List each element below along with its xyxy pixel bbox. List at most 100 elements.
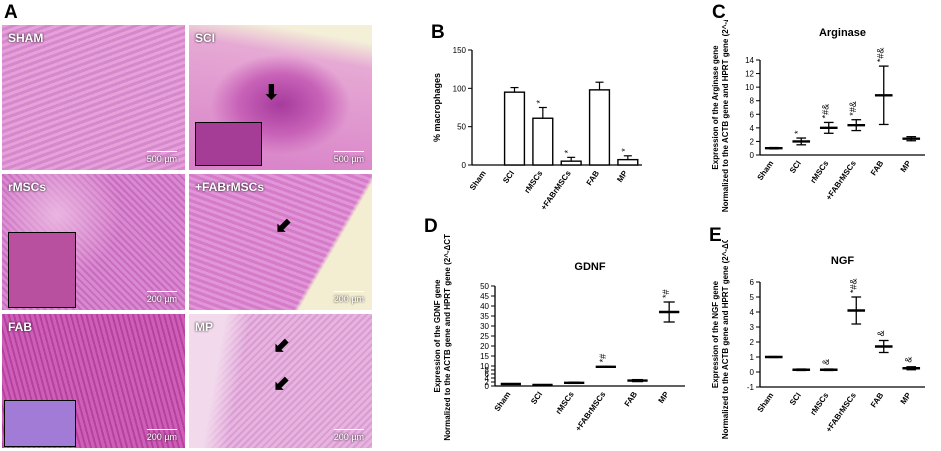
tile-label: MP	[195, 320, 213, 334]
x-tick-label: Sham	[756, 159, 776, 182]
tile-label: rMSCs	[8, 180, 47, 194]
x-tick-label: Sham	[756, 391, 776, 414]
arrow-icon: ⬋	[273, 373, 290, 395]
bar	[560, 160, 582, 166]
x-tick-label: FAB	[623, 390, 640, 408]
inset-box	[8, 232, 76, 308]
y-tick-label: 50	[457, 123, 466, 132]
y-tick-label: 0	[750, 151, 755, 160]
x-tick-label: MP	[657, 389, 672, 405]
chart-title: Arginase	[819, 27, 866, 39]
y-axis-label-line1: Expression of the NGF gene	[711, 280, 720, 388]
x-tick-label: rMSCs	[808, 391, 830, 417]
y-tick-label: 3	[750, 323, 755, 332]
significance-mark: *	[793, 130, 803, 134]
significance-mark: &	[876, 330, 886, 336]
y-tick-label: 20	[480, 342, 489, 351]
significance-mark: *#	[661, 289, 671, 298]
histology-sham: SHAM 500 µm	[2, 25, 185, 170]
y-tick-label: 45	[480, 292, 489, 301]
y-tick-label: 2	[750, 137, 755, 146]
x-tick-label: MP	[899, 158, 914, 174]
significance-mark: *#&	[821, 104, 831, 119]
x-tick-label: SCI	[788, 159, 803, 175]
y-axis-label-line2: Normalized to the ACTB gene and HPRT gen…	[443, 234, 452, 441]
y-tick-label: 15	[480, 352, 489, 361]
y-tick-label: -1	[747, 383, 755, 392]
arrow-icon: ⬋	[275, 215, 292, 237]
y-axis-label-line2: Normalized to the ACTB gene and HPRT gen…	[721, 240, 730, 439]
x-tick-label: FAB	[869, 159, 886, 177]
chart-title: NGF	[831, 255, 855, 267]
arrow-icon: ⬇	[263, 82, 280, 104]
y-tick-label: 10	[745, 83, 754, 92]
y-tick-label: 10	[480, 362, 489, 371]
y-axis-label-line1: Expression of the GDNF gene	[433, 279, 442, 392]
bar	[532, 117, 554, 166]
significance-mark: &	[821, 359, 831, 365]
y-tick-label: 35	[480, 312, 489, 321]
significance-mark: *#&	[848, 278, 858, 293]
scale-bar-label: 500 µm	[333, 151, 365, 164]
tile-label: SHAM	[8, 31, 44, 45]
y-tick-label: 25	[480, 332, 489, 341]
panel-b-letter: B	[431, 22, 445, 43]
significance-mark: *	[563, 149, 573, 153]
x-tick-label: SCI	[788, 391, 803, 407]
histology-sci: SCI ⬇ 500 µm	[189, 25, 372, 170]
x-tick-label: rMSCs	[554, 390, 576, 416]
x-tick-label: SCI	[529, 390, 544, 406]
x-tick-label: SCI	[501, 169, 516, 185]
y-tick-label: 0	[462, 161, 467, 170]
y-tick-label: 0	[485, 382, 490, 391]
scale-bar-label: 200 µm	[146, 429, 178, 442]
y-tick-label: 1	[750, 353, 755, 362]
y-tick-label: 12	[745, 70, 754, 79]
arrow-icon: ⬋	[273, 335, 290, 357]
significance-mark: *	[535, 100, 545, 104]
panel-c-letter: C	[712, 2, 726, 23]
x-tick-label: rMSCs	[523, 169, 545, 195]
y-tick-label: 14	[745, 56, 754, 65]
significance-mark: *#	[598, 354, 608, 363]
chart-b-macrophages: 0 50 100 150 % macrophages Sham SCI rMSCs+FABrM…	[432, 46, 642, 212]
inset-box	[4, 400, 76, 447]
panel-d-letter: D	[424, 216, 438, 237]
x-tick-label: rMSCs	[808, 159, 830, 185]
bar	[588, 89, 611, 166]
y-axis-label-line1: Expression of the Arginase gene	[711, 45, 720, 170]
y-tick-label: 0	[750, 368, 755, 377]
tile-label: FAB	[8, 320, 32, 334]
tile-label: +FABrMSCs	[195, 180, 265, 194]
histology-fab: FAB 200 µm	[2, 314, 185, 448]
panel-a-letter: A	[4, 2, 18, 23]
x-tick-label: +FABrMSCs	[574, 390, 608, 433]
x-tick-label: FAB	[869, 391, 886, 409]
x-tick-label: Sham	[468, 169, 488, 192]
x-tick-label: MP	[899, 390, 914, 406]
significance-mark: *#&	[876, 48, 886, 63]
y-tick-label: 4	[485, 374, 490, 383]
histology-mp: MP ⬋ ⬋ 200 µm	[189, 314, 372, 448]
y-tick-label: 50	[480, 282, 489, 291]
scale-bar-label: 200 µm	[333, 291, 365, 304]
significance-mark: *	[620, 148, 630, 152]
y-tick-label: 100	[453, 84, 467, 93]
significance-mark: &	[903, 357, 913, 363]
x-tick-label: Sham	[493, 390, 513, 413]
y-tick-label: 5	[750, 293, 755, 302]
x-tick-label: MP	[615, 168, 630, 184]
y-tick-label: 2	[485, 378, 490, 387]
y-tick-label: 4	[750, 308, 755, 317]
scale-bar-label: 500 µm	[146, 151, 178, 164]
chart-e-ngf: NGF -1 0 1 2 3 4 5 6 Expression of the NGF gene No…	[711, 240, 925, 439]
y-tick-label: 6	[750, 110, 755, 119]
scale-bar-label: 200 µm	[146, 291, 178, 304]
bar	[503, 91, 526, 166]
x-tick-label: FAB	[585, 169, 602, 187]
bar	[617, 158, 639, 166]
y-tick-label: 40	[480, 302, 489, 311]
significance-mark: *#&	[848, 101, 858, 116]
y-axis-label-line2: Normalized to the ACTB gene and HPRT gen…	[721, 20, 730, 212]
